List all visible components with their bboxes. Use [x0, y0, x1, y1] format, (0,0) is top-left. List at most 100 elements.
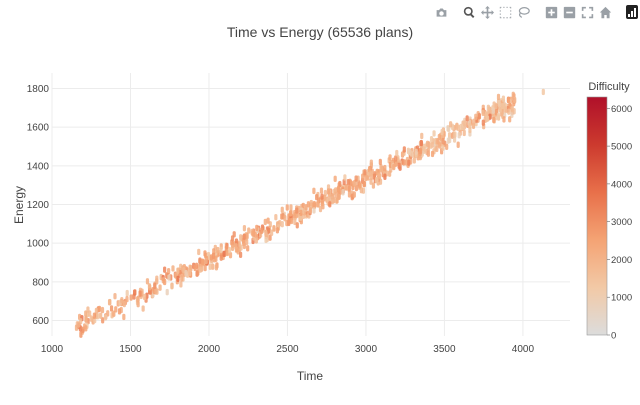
- scatter-point: [333, 175, 337, 183]
- scatter-point: [449, 121, 453, 128]
- scatter-point: [409, 150, 414, 157]
- scatter-point: [363, 169, 367, 176]
- scatter-point: [465, 115, 469, 122]
- scatter-point: [315, 193, 319, 201]
- scatter-point: [334, 191, 338, 199]
- box-select-icon[interactable]: [498, 5, 512, 19]
- scatter-point: [432, 130, 436, 137]
- plotly-logo-icon[interactable]: [626, 5, 638, 19]
- colorbar-title: Difficulty: [588, 81, 630, 93]
- scatter-point: [344, 184, 348, 191]
- scatter-point: [113, 293, 117, 300]
- scatter-point: [208, 263, 212, 270]
- scatter-point: [180, 275, 184, 282]
- scatter-point: [280, 213, 284, 220]
- scatter-point: [283, 214, 287, 222]
- scatter-point: [457, 132, 461, 139]
- scatter-point: [176, 267, 180, 274]
- scatter-point: [312, 207, 316, 214]
- scatter-point: [234, 243, 238, 250]
- scatter-point: [266, 217, 270, 224]
- scatter-point: [383, 173, 387, 180]
- x-tick-label: 2000: [198, 344, 221, 355]
- zoom-icon[interactable]: [462, 5, 476, 19]
- pan-icon[interactable]: [480, 5, 494, 19]
- scatter-point: [318, 205, 323, 213]
- scatter-point: [445, 143, 449, 150]
- scatter-point: [120, 296, 124, 304]
- scatter-point: [267, 227, 271, 234]
- lasso-select-icon[interactable]: [516, 5, 530, 19]
- scatter-point: [214, 264, 219, 271]
- camera-icon[interactable]: [434, 5, 448, 19]
- scatter-point: [374, 176, 379, 184]
- scatter-point: [418, 147, 423, 155]
- scatter-point: [263, 218, 267, 226]
- scatter-point: [438, 142, 442, 149]
- colorbar: Difficulty 0 1000 2000 3000 4000 5000 6000: [586, 81, 632, 342]
- scatter-point: [275, 227, 280, 234]
- scatter-point: [321, 203, 325, 210]
- scatter-point: [216, 246, 220, 254]
- scatter-point: [176, 275, 180, 282]
- scatter-point: [97, 305, 102, 313]
- x-tick-label: 1000: [41, 344, 64, 355]
- scatter-point: [330, 197, 334, 205]
- scatter-point: [196, 269, 200, 276]
- y-tick-label: 1200: [27, 200, 50, 211]
- scatter-point: [422, 143, 426, 151]
- x-axis-label: Time: [297, 369, 324, 383]
- autoscale-icon[interactable]: [580, 5, 594, 19]
- colorbar-tick-label: 5000: [611, 142, 632, 153]
- scatter-point: [125, 295, 129, 303]
- scatter-point: [328, 201, 332, 208]
- scatter-point: [441, 144, 445, 151]
- scatter-point: [454, 124, 459, 131]
- scatter-point: [141, 305, 145, 312]
- scatter-point: [274, 213, 278, 221]
- scatter-point: [204, 257, 208, 265]
- scatter-point: [369, 159, 373, 166]
- scatter-point: [138, 290, 142, 297]
- zoom-out-icon[interactable]: [562, 5, 576, 19]
- scatter-point: [86, 306, 90, 313]
- scatter-point: [289, 209, 293, 217]
- scatter-point: [299, 209, 303, 217]
- scatter-point: [163, 266, 167, 273]
- y-tick-label: 1600: [27, 123, 50, 134]
- scatter-point: [506, 96, 511, 104]
- scatter-point: [312, 187, 316, 195]
- scatter-point: [211, 252, 216, 259]
- scatter-point: [136, 300, 140, 308]
- scatter-point: [170, 283, 174, 290]
- colorbar-tick-label: 2000: [611, 255, 632, 266]
- home-icon[interactable]: [598, 5, 612, 19]
- scatter-point: [319, 187, 324, 194]
- scatter-point: [203, 264, 207, 272]
- scatter-point: [293, 218, 297, 226]
- scatter-point: [425, 140, 430, 148]
- scatter-point: [395, 149, 399, 157]
- scatter-point: [106, 310, 110, 317]
- scatter-point: [246, 245, 250, 252]
- scatter-point: [84, 315, 88, 322]
- zoom-in-icon[interactable]: [544, 5, 558, 19]
- scatter-point: [309, 199, 313, 207]
- y-axis-label: Energy: [12, 186, 26, 224]
- scatter-point: [383, 164, 387, 172]
- scatter-point: [456, 141, 460, 148]
- scatter-point: [369, 178, 373, 185]
- scatter-point: [96, 313, 100, 320]
- scatter-point: [336, 186, 340, 193]
- x-tick-label: 3500: [433, 344, 456, 355]
- scatter-point: [247, 227, 251, 234]
- scatter-point: [308, 207, 313, 214]
- axes: 1000 1500 2000 2500 3000 3500 4000 600 800 1000 12…: [27, 84, 535, 355]
- scatter-point: [448, 136, 452, 144]
- scatter-point: [133, 289, 137, 296]
- scatter-point: [242, 225, 247, 232]
- scatter-point: [268, 234, 272, 241]
- scatter-point: [362, 180, 366, 188]
- scatter-point: [420, 132, 424, 140]
- x-tick-label: 4000: [512, 344, 535, 355]
